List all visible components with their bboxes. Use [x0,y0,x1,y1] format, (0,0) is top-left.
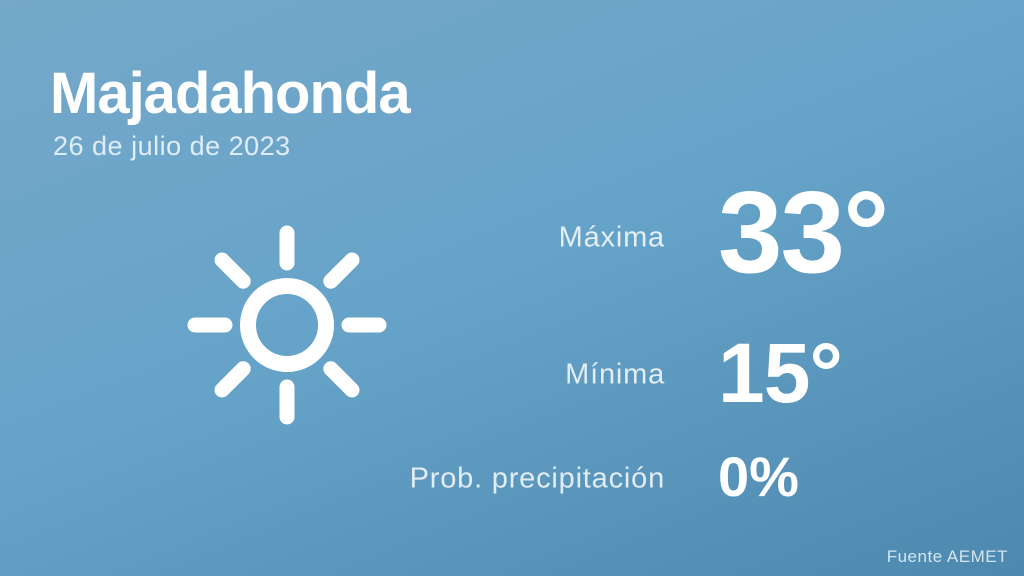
precipitation-value: 0% [718,445,799,508]
precipitation-label: Prob. precipitación [409,462,665,495]
location-title: Majadahonda [50,61,411,126]
max-temp-label: Máxima [558,221,665,254]
sun-icon [187,225,387,425]
forecast-date: 26 de julio de 2023 [53,131,291,161]
data-source-credit: Fuente AEMET [886,547,1008,566]
min-temp-value: 15° [718,326,843,420]
max-temp-value: 33° [718,167,889,297]
min-temp-label: Mínima [565,358,665,391]
